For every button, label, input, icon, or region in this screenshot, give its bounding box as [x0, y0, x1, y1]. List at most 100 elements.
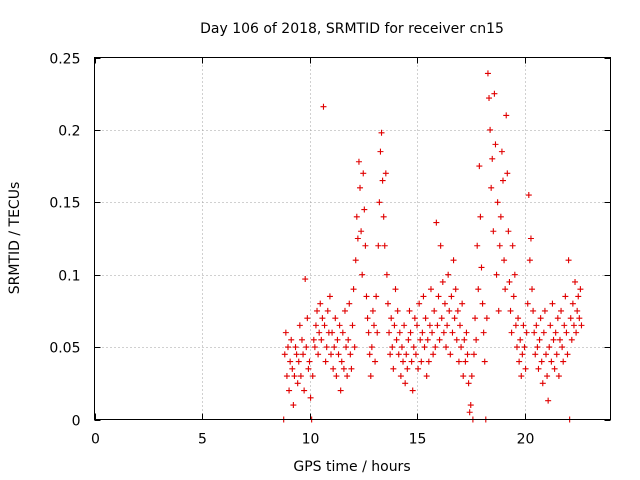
- y-tick-label: 0.1: [58, 269, 80, 285]
- data-point: [301, 387, 308, 394]
- data-point: [309, 373, 316, 380]
- x-tick-label: 10: [302, 432, 320, 448]
- data-point: [380, 213, 387, 220]
- data-point: [324, 307, 331, 314]
- data-point: [540, 329, 547, 336]
- data-point: [578, 322, 585, 329]
- data-point: [292, 344, 299, 351]
- data-point: [513, 344, 520, 351]
- data-point: [552, 329, 559, 336]
- data-point: [383, 271, 390, 278]
- data-point: [535, 365, 542, 372]
- x-axis-label: GPS time / hours: [293, 459, 410, 475]
- data-point: [443, 344, 450, 351]
- data-point: [412, 351, 419, 358]
- data-point: [470, 351, 477, 358]
- data-point: [401, 322, 408, 329]
- data-point: [414, 322, 420, 329]
- data-point: [318, 336, 325, 343]
- data-point: [512, 322, 519, 329]
- data-point: [503, 112, 510, 119]
- data-point: [389, 344, 396, 351]
- data-point: [403, 351, 410, 358]
- data-point: [379, 177, 386, 184]
- data-point: [347, 351, 354, 358]
- data-point: [431, 307, 438, 314]
- data-point: [545, 397, 552, 404]
- data-point: [306, 358, 313, 365]
- data-point: [563, 329, 570, 336]
- data-point: [286, 387, 293, 394]
- data-point: [522, 365, 529, 372]
- data-point: [520, 322, 527, 329]
- data-point: [335, 351, 342, 358]
- data-point: [362, 242, 369, 249]
- data-point: [424, 336, 431, 343]
- data-point: [384, 300, 391, 307]
- data-point: [382, 170, 389, 177]
- data-point: [451, 315, 458, 322]
- data-point: [569, 300, 576, 307]
- data-point: [567, 315, 574, 322]
- data-point: [320, 103, 327, 110]
- data-point: [410, 344, 417, 351]
- data-point: [317, 300, 324, 307]
- y-tick-label: 0.2: [58, 124, 80, 140]
- data-point: [388, 315, 395, 322]
- data-point: [488, 184, 495, 191]
- data-point: [429, 329, 436, 336]
- data-point: [539, 380, 546, 387]
- data-point: [533, 322, 540, 329]
- data-point: [439, 278, 446, 285]
- data-point: [366, 351, 373, 358]
- data-point: [368, 344, 375, 351]
- data-point: [448, 293, 455, 300]
- data-point: [322, 358, 329, 365]
- data-point: [409, 387, 416, 394]
- data-point: [556, 336, 563, 343]
- data-point: [287, 358, 294, 365]
- data-point: [312, 322, 319, 329]
- data-point: [291, 373, 298, 380]
- data-point: [391, 322, 398, 329]
- data-point: [369, 307, 376, 314]
- data-point: [381, 242, 388, 249]
- data-point: [404, 365, 411, 372]
- data-point: [479, 300, 486, 307]
- data-point: [521, 344, 528, 351]
- data-point: [375, 242, 382, 249]
- data-point: [561, 322, 568, 329]
- data-point: [507, 307, 514, 314]
- data-point: [408, 358, 415, 365]
- y-tick-label: 0.25: [49, 52, 80, 68]
- data-point: [353, 213, 360, 220]
- data-point: [411, 315, 418, 322]
- data-point: [326, 293, 333, 300]
- tick-layer: [94, 57, 611, 421]
- data-point: [437, 242, 444, 249]
- data-point: [334, 336, 341, 343]
- data-point: [296, 322, 303, 329]
- data-point: [310, 336, 317, 343]
- data-point: [333, 373, 340, 380]
- data-point: [336, 322, 343, 329]
- data-point: [440, 329, 447, 336]
- data-point: [303, 344, 310, 351]
- data-point: [350, 286, 357, 293]
- data-point: [294, 380, 301, 387]
- data-point: [430, 351, 437, 358]
- data-point: [372, 358, 379, 365]
- data-point: [321, 322, 328, 329]
- x-tick-label: 20: [517, 432, 535, 448]
- data-point: [487, 126, 494, 133]
- data-point: [364, 315, 371, 322]
- data-point: [393, 336, 400, 343]
- data-point: [501, 257, 508, 264]
- data-point: [574, 307, 581, 314]
- data-point: [374, 329, 381, 336]
- data-point: [527, 235, 534, 242]
- data-point: [506, 278, 513, 285]
- y-tick-label: 0.15: [49, 196, 80, 212]
- data-point: [341, 307, 348, 314]
- data-point: [541, 307, 548, 314]
